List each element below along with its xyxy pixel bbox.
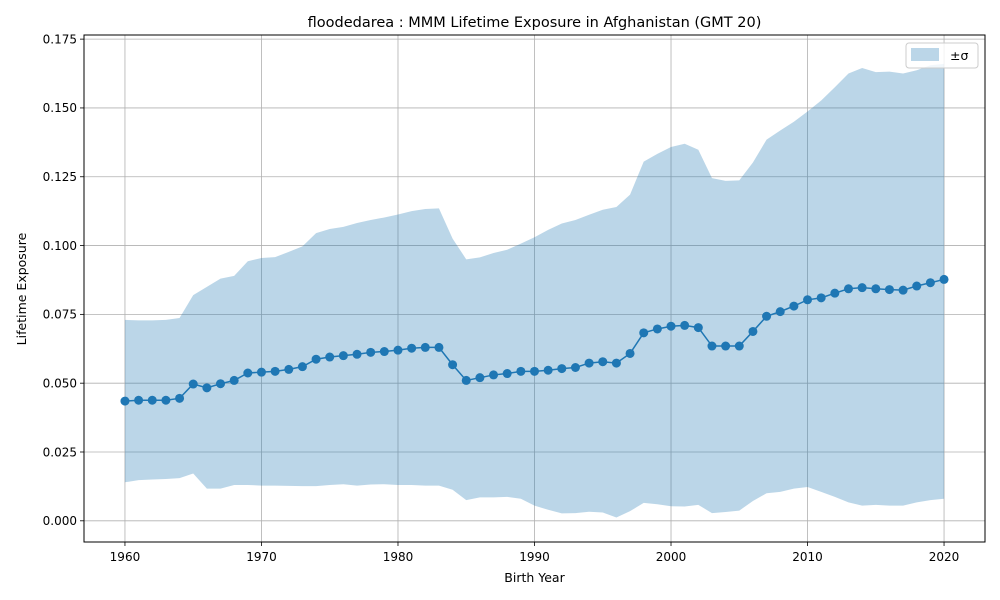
mean-point [120, 396, 130, 406]
mean-point [352, 349, 362, 359]
mean-point [816, 293, 826, 303]
mean-point [256, 367, 266, 377]
y-axis-ticks: 0.000 0.025 0.050 0.075 0.100 0.125 0.150 0.175 [43, 32, 84, 528]
mean-point [912, 281, 922, 291]
mean-point [338, 351, 348, 361]
mean-point [871, 284, 881, 294]
mean-point [134, 395, 144, 405]
mean-point [625, 348, 635, 358]
legend-label-sigma: ±σ [950, 48, 968, 63]
x-tick-label: 2000 [656, 550, 687, 564]
y-tick-label: 0.125 [43, 170, 77, 184]
mean-point [407, 343, 417, 353]
mean-point [325, 352, 335, 362]
grid-lines [84, 35, 985, 542]
y-tick-label: 0.175 [43, 32, 77, 46]
y-tick-label: 0.050 [43, 376, 77, 390]
y-axis-label: Lifetime Exposure [14, 232, 29, 345]
mean-point [584, 358, 594, 368]
mean-point [216, 379, 226, 389]
mean-point [379, 347, 389, 357]
mean-point [188, 379, 198, 389]
chart-title: floodedarea : MMM Lifetime Exposure in A… [308, 15, 762, 31]
legend-frame [905, 42, 979, 69]
x-tick-label: 1970 [246, 550, 277, 564]
mean-point [557, 364, 567, 374]
mean-point [530, 366, 539, 376]
mean-point [229, 375, 239, 385]
y-tick-label: 0.150 [43, 101, 77, 115]
mean-point [680, 320, 690, 330]
mean-point [270, 366, 280, 376]
y-tick-label: 0.025 [43, 445, 77, 459]
x-tick-label: 2010 [792, 550, 823, 564]
mean-point [666, 321, 676, 331]
mean-point [789, 301, 799, 311]
mean-point [748, 326, 758, 336]
mean-point [721, 341, 731, 351]
mean-point [489, 370, 499, 380]
mean-point [420, 342, 430, 352]
mean-series [120, 274, 949, 406]
mean-point [884, 285, 894, 295]
y-tick-label: 0.100 [43, 239, 77, 253]
mean-point [311, 354, 321, 364]
mean-point [734, 341, 744, 351]
mean-point [598, 357, 608, 367]
mean-point [707, 341, 717, 351]
mean-point [502, 369, 512, 379]
y-tick-label: 0.000 [43, 514, 77, 528]
mean-point [939, 274, 949, 284]
mean-point [243, 368, 253, 378]
x-tick-label: 1960 [110, 550, 141, 564]
mean-point [175, 393, 185, 403]
mean-point [461, 375, 471, 385]
x-axis-ticks: 1960 1970 1980 1990 2000 2010 2020 [110, 542, 960, 564]
mean-point [434, 342, 444, 352]
mean-point [775, 307, 785, 317]
mean-point [516, 366, 526, 376]
mean-point [898, 285, 908, 295]
mean-point [202, 383, 212, 393]
mean-point [448, 360, 458, 370]
mean-point [147, 395, 157, 405]
sigma-band-area [124, 63, 945, 518]
mean-point [611, 358, 621, 368]
x-tick-label: 1990 [519, 550, 550, 564]
x-tick-label: 1980 [383, 550, 414, 564]
mean-point [639, 328, 649, 338]
mean-point [297, 362, 307, 372]
mean-point [570, 362, 580, 372]
mean-point [652, 324, 662, 334]
mean-point [161, 395, 171, 405]
sigma-band [124, 63, 945, 518]
mean-point [925, 278, 935, 288]
legend: ±σ [905, 42, 979, 69]
x-axis-label: Birth Year [504, 570, 565, 585]
mean-point [393, 345, 403, 355]
mean-point [366, 347, 376, 357]
mean-point [830, 288, 840, 298]
x-tick-label: 2020 [929, 550, 960, 564]
mean-point [843, 284, 853, 294]
legend-swatch-sigma [911, 48, 939, 61]
mean-point [803, 295, 813, 305]
mean-point [543, 365, 553, 375]
mean-point [693, 323, 703, 333]
mean-point [762, 311, 772, 321]
mean-point [284, 364, 294, 374]
mean-point [857, 283, 867, 293]
mean-point [475, 373, 485, 383]
y-tick-label: 0.075 [43, 308, 77, 322]
